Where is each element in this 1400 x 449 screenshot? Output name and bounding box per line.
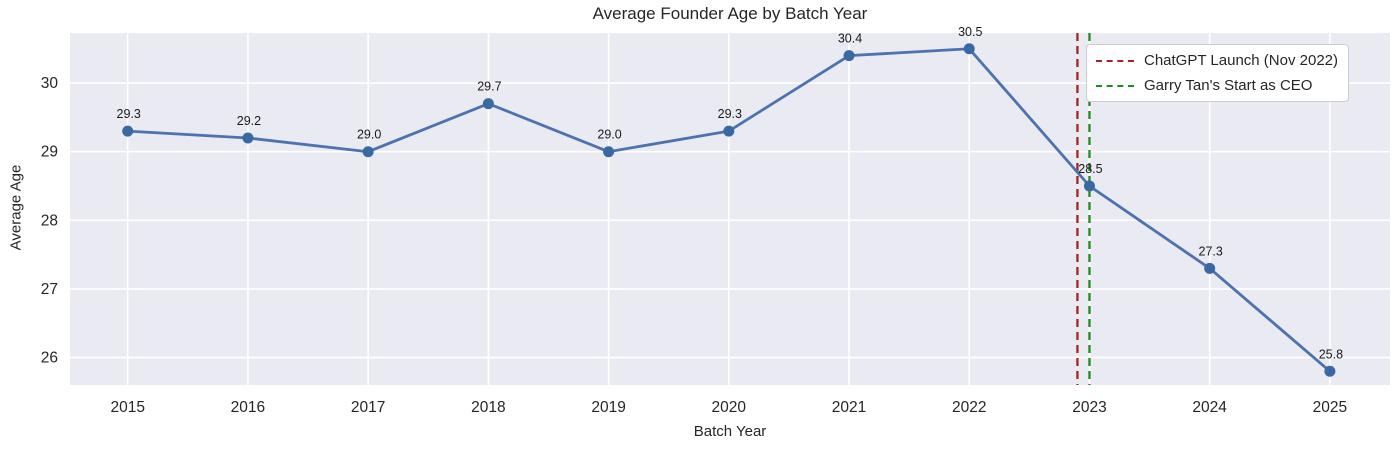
x-tick-2018: 2018 [471,399,505,416]
point-label-2016: 29.2 [237,114,261,128]
data-point-2024 [1204,262,1216,274]
data-point-2015 [122,125,134,137]
point-label-2024: 27.3 [1199,244,1223,258]
chart-title: Average Founder Age by Batch Year [592,4,868,23]
red-dashed-line-sample [1096,59,1134,62]
data-point-2021 [843,50,855,62]
x-tick-2023: 2023 [1072,399,1106,416]
data-point-2016 [242,132,254,144]
point-label-2019: 29.0 [597,128,621,142]
x-axis-label: Batch Year [693,423,767,440]
data-point-2019 [603,146,615,158]
y-tick-27: 27 [41,281,58,298]
x-tick-2017: 2017 [351,399,385,416]
y-tick-28: 28 [41,212,58,229]
legend-item-garry-tan-ceo: Garry Tan's Start as CEO [1096,75,1338,96]
y-tick-30: 30 [41,75,59,92]
legend: ChatGPT Launch (Nov 2022) Garry Tan's St… [1086,44,1349,102]
x-tick-2021: 2021 [832,399,866,416]
y-axis-label: Average Age [7,164,25,251]
data-point-2020 [723,125,735,137]
point-label-2025: 25.8 [1319,347,1343,361]
green-dashed-line-sample [1096,84,1134,87]
x-tick-2020: 2020 [712,399,747,416]
point-label-2017: 29.0 [357,128,381,142]
point-label-2023: 28.5 [1078,162,1102,176]
y-tick-26: 26 [41,350,58,367]
legend-label: Garry Tan's Start as CEO [1144,77,1313,94]
point-label-2018: 29.7 [477,80,501,94]
x-tick-2019: 2019 [591,399,625,416]
point-label-2022: 30.5 [958,25,982,39]
point-label-2020: 29.3 [718,107,742,121]
data-point-2018 [482,98,494,110]
legend-item-chatgpt-launch: ChatGPT Launch (Nov 2022) [1096,50,1338,71]
point-label-2015: 29.3 [117,107,141,121]
x-tick-2024: 2024 [1192,399,1227,416]
x-tick-2025: 2025 [1313,399,1347,416]
data-point-2023 [1083,180,1095,192]
data-point-2017 [362,146,374,158]
legend-label: ChatGPT Launch (Nov 2022) [1144,52,1338,69]
point-label-2021: 30.4 [838,32,862,46]
data-point-2025 [1324,365,1336,377]
x-tick-2022: 2022 [952,399,986,416]
x-tick-2016: 2016 [231,399,265,416]
x-tick-2015: 2015 [110,399,144,416]
data-point-2022 [963,43,975,55]
y-tick-29: 29 [41,144,58,161]
